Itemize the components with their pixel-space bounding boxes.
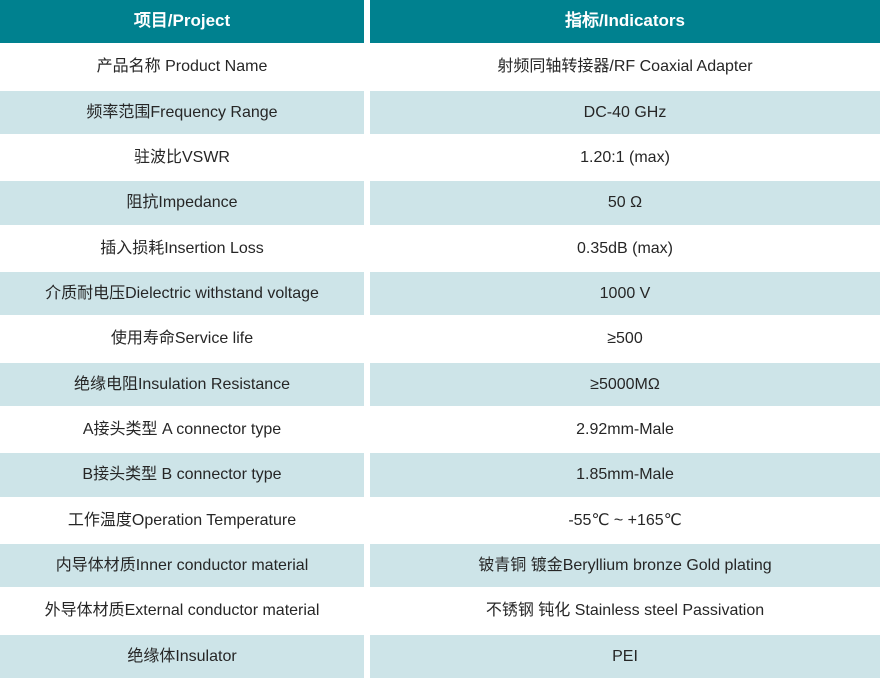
project-cell: 内导体材质Inner conductor material — [0, 543, 364, 588]
table-row: 驻波比VSWR 1.20:1 (max) — [0, 135, 880, 180]
table-row: 外导体材质External conductor material 不锈钢 钝化 … — [0, 589, 880, 633]
indicator-cell: 0.35dB (max) — [370, 226, 880, 270]
table-row: 内导体材质Inner conductor material 铍青铜 镀金Bery… — [0, 543, 880, 588]
table-header-row: 项目/Project 指标/Indicators — [0, 0, 880, 44]
table-row: 使用寿命Service life ≥500 — [0, 317, 880, 361]
indicator-cell: -55℃ ~ +165℃ — [370, 498, 880, 542]
indicator-cell: 1.20:1 (max) — [370, 135, 880, 180]
table-row: 阻抗Impedance 50 Ω — [0, 181, 880, 225]
project-cell: 使用寿命Service life — [0, 317, 364, 361]
table-row: A接头类型 A connector type 2.92mm-Male — [0, 407, 880, 452]
project-column-header: 项目/Project — [0, 0, 364, 44]
indicator-cell: 射频同轴转接器/RF Coaxial Adapter — [370, 45, 880, 89]
table-row: 绝缘电阻Insulation Resistance ≥5000MΩ — [0, 362, 880, 406]
project-cell: 介质耐电压Dielectric withstand voltage — [0, 271, 364, 316]
indicator-cell: 1.85mm-Male — [370, 453, 880, 497]
indicator-cell: 1000 V — [370, 271, 880, 316]
project-cell: 插入损耗Insertion Loss — [0, 226, 364, 270]
indicator-cell: 铍青铜 镀金Beryllium bronze Gold plating — [370, 543, 880, 588]
indicator-cell: DC-40 GHz — [370, 90, 880, 134]
project-cell: 阻抗Impedance — [0, 181, 364, 225]
table-row: 工作温度Operation Temperature -55℃ ~ +165℃ — [0, 498, 880, 542]
table-row: 产品名称 Product Name 射频同轴转接器/RF Coaxial Ada… — [0, 45, 880, 89]
indicators-column-header: 指标/Indicators — [370, 0, 880, 44]
indicator-cell: ≥5000MΩ — [370, 362, 880, 406]
table-row: 插入损耗Insertion Loss 0.35dB (max) — [0, 226, 880, 270]
project-cell: 绝缘电阻Insulation Resistance — [0, 362, 364, 406]
project-cell: 驻波比VSWR — [0, 135, 364, 180]
project-cell: B接头类型 B connector type — [0, 453, 364, 497]
table-row: B接头类型 B connector type 1.85mm-Male — [0, 453, 880, 497]
project-cell: A接头类型 A connector type — [0, 407, 364, 452]
indicator-cell: ≥500 — [370, 317, 880, 361]
table-row: 介质耐电压Dielectric withstand voltage 1000 V — [0, 271, 880, 316]
indicator-cell: PEI — [370, 634, 880, 678]
table-row: 绝缘体Insulator PEI — [0, 634, 880, 678]
project-cell: 绝缘体Insulator — [0, 634, 364, 678]
table-row: 频率范围Frequency Range DC-40 GHz — [0, 90, 880, 134]
project-cell: 工作温度Operation Temperature — [0, 498, 364, 542]
indicator-cell: 50 Ω — [370, 181, 880, 225]
project-cell: 外导体材质External conductor material — [0, 589, 364, 633]
project-cell: 频率范围Frequency Range — [0, 90, 364, 134]
indicator-cell: 不锈钢 钝化 Stainless steel Passivation — [370, 589, 880, 633]
project-cell: 产品名称 Product Name — [0, 45, 364, 89]
indicator-cell: 2.92mm-Male — [370, 407, 880, 452]
